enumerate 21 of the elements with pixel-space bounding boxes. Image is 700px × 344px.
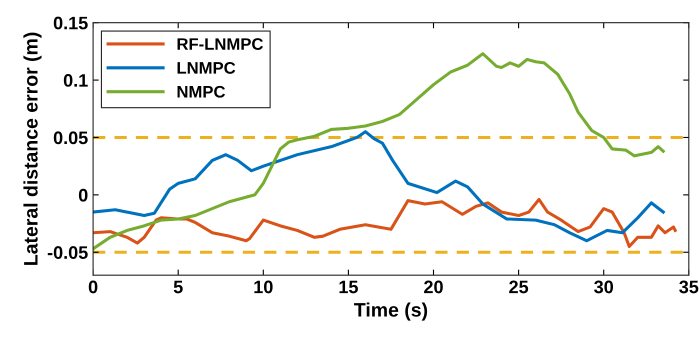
y-axis-title: Lateral distance error (m) — [23, 32, 42, 265]
line-series — [93, 130, 665, 242]
x-tick-label: 15 — [339, 280, 358, 294]
line-series — [93, 52, 665, 250]
x-tick-label: 35 — [679, 280, 698, 294]
legend-label: RF-LNMPC — [178, 38, 263, 50]
x-tick-label: 0 — [88, 280, 98, 294]
x-tick-label: 25 — [509, 280, 528, 294]
legend-label: NMPC — [178, 86, 226, 98]
y-tick-label: 0.1 — [64, 74, 88, 87]
y-tick-label: 0 — [78, 188, 88, 202]
x-axis-title: Time (s) — [354, 302, 428, 321]
y-tick-label: -0.05 — [48, 246, 88, 259]
y-tick-label: 0.05 — [54, 131, 88, 144]
x-tick-label: 30 — [594, 280, 614, 294]
x-tick-label: 20 — [424, 280, 443, 294]
line-series — [93, 198, 677, 248]
x-tick-label: 5 — [174, 280, 183, 294]
legend-label: LNMPC — [178, 62, 236, 74]
x-tick-label: 10 — [254, 280, 273, 294]
y-tick-label: 0.15 — [54, 16, 88, 30]
